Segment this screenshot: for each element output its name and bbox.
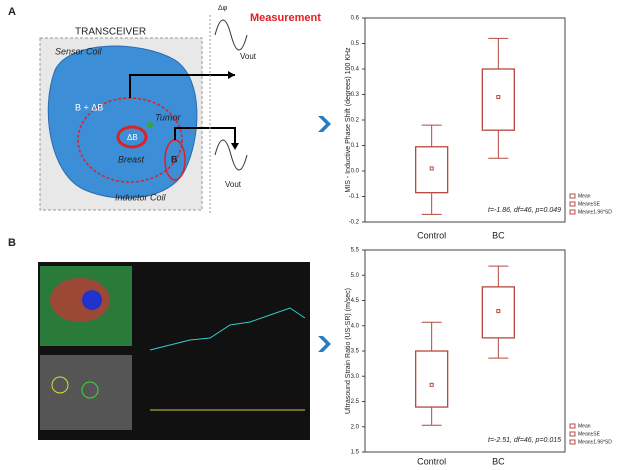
- mean-marker: [429, 166, 434, 171]
- y-tick-label: 5.0: [351, 273, 360, 279]
- vout-label: Vout: [225, 180, 242, 189]
- y-tick-label: 0.3: [351, 92, 360, 98]
- legend-label: Mean±SE: [578, 431, 601, 437]
- y-tick-label: -0.2: [349, 220, 360, 226]
- se-box: [415, 350, 449, 408]
- measurement-label: Measurement: [250, 12, 321, 24]
- mean-marker: [496, 309, 501, 314]
- panel-label: B: [8, 237, 16, 249]
- y-tick-label: -0.1: [349, 194, 360, 200]
- y-tick-label: 2.5: [351, 399, 360, 405]
- legend-swatch: [569, 201, 576, 207]
- wave: [214, 19, 248, 51]
- y-axis-label: Ultrasound Strain Ratio (US-SR) (m/sec): [345, 288, 352, 414]
- legend-swatch: [569, 431, 576, 437]
- x-tick-label: BC: [492, 230, 505, 240]
- annotation: t=-2.51, df=46, p=0.015: [488, 437, 561, 444]
- y-tick-label: 0.6: [351, 16, 360, 22]
- wave: [214, 139, 248, 171]
- arrow: [129, 74, 235, 98]
- mean-marker: [429, 382, 434, 387]
- strain-trace: [149, 307, 306, 351]
- chevron: [318, 336, 331, 352]
- legend-label: Mean: [578, 423, 591, 429]
- chevron: [318, 116, 331, 132]
- arrow: [174, 127, 236, 145]
- x-tick-label: Control: [417, 456, 446, 466]
- x-tick-label: Control: [417, 230, 446, 240]
- arrow-head: [231, 143, 239, 150]
- breast-shape: [47, 45, 198, 199]
- y-tick-label: 0.2: [351, 118, 360, 124]
- y-tick-label: 1.5: [351, 450, 360, 456]
- bmode-image: [40, 355, 132, 430]
- y-tick-label: 4.0: [351, 323, 360, 329]
- delta-b-label: ΔB: [127, 133, 138, 142]
- plot-frame: [364, 17, 566, 223]
- x-tick-label: BC: [492, 456, 505, 466]
- se-box: [481, 286, 515, 339]
- legend-swatch: [569, 423, 576, 429]
- tumor-field: [116, 125, 148, 149]
- y-axis-label: MIS - Inductive Phase Shift (degrees) 10…: [345, 47, 352, 193]
- legend-swatch: [569, 439, 576, 445]
- legend-label: Mean±1.96*SD: [578, 439, 612, 445]
- plot-frame: [364, 249, 566, 453]
- tumor-label: Tumor: [155, 112, 181, 122]
- legend-label: Mean: [578, 193, 591, 199]
- legend-label: Mean±SE: [578, 201, 601, 207]
- legend-swatch: [569, 193, 576, 199]
- field-label: B + ΔB: [75, 102, 103, 112]
- strain-region: [50, 278, 110, 322]
- phase-label: Δφ: [218, 5, 228, 12]
- se-box: [415, 146, 449, 194]
- sensor-coil-label: Sensor Coil: [55, 46, 103, 56]
- legend-label: Mean±1.96*SD: [578, 209, 612, 215]
- inductor-coil-label: Inductor Coil: [115, 192, 167, 202]
- y-tick-label: 0.5: [351, 41, 360, 47]
- y-tick-label: 0.0: [351, 169, 360, 175]
- vout-label: Vout: [240, 52, 257, 61]
- y-tick-label: 5.5: [351, 248, 360, 254]
- y-tick-label: 0.4: [351, 67, 360, 73]
- arrow-head: [228, 71, 235, 79]
- y-tick-label: 4.5: [351, 298, 360, 304]
- y-tick-label: 3.0: [351, 374, 360, 380]
- roi: [81, 381, 99, 399]
- panel-label: A: [8, 6, 16, 18]
- y-tick-label: 2.0: [351, 424, 360, 430]
- breast-label: Breast: [118, 154, 145, 164]
- y-tick-label: 3.5: [351, 349, 360, 355]
- se-box: [481, 68, 515, 131]
- transceiver-label: TRANSCEIVER: [75, 27, 146, 38]
- strain-region: [82, 290, 102, 310]
- y-tick-label: 0.1: [351, 143, 360, 149]
- tumor: [147, 122, 153, 128]
- legend-swatch: [569, 209, 576, 215]
- roi: [51, 376, 69, 394]
- annotation: t=-1.86, df=46, p=0.049: [488, 207, 561, 214]
- mean-marker: [496, 95, 501, 100]
- b-label: B: [171, 154, 178, 164]
